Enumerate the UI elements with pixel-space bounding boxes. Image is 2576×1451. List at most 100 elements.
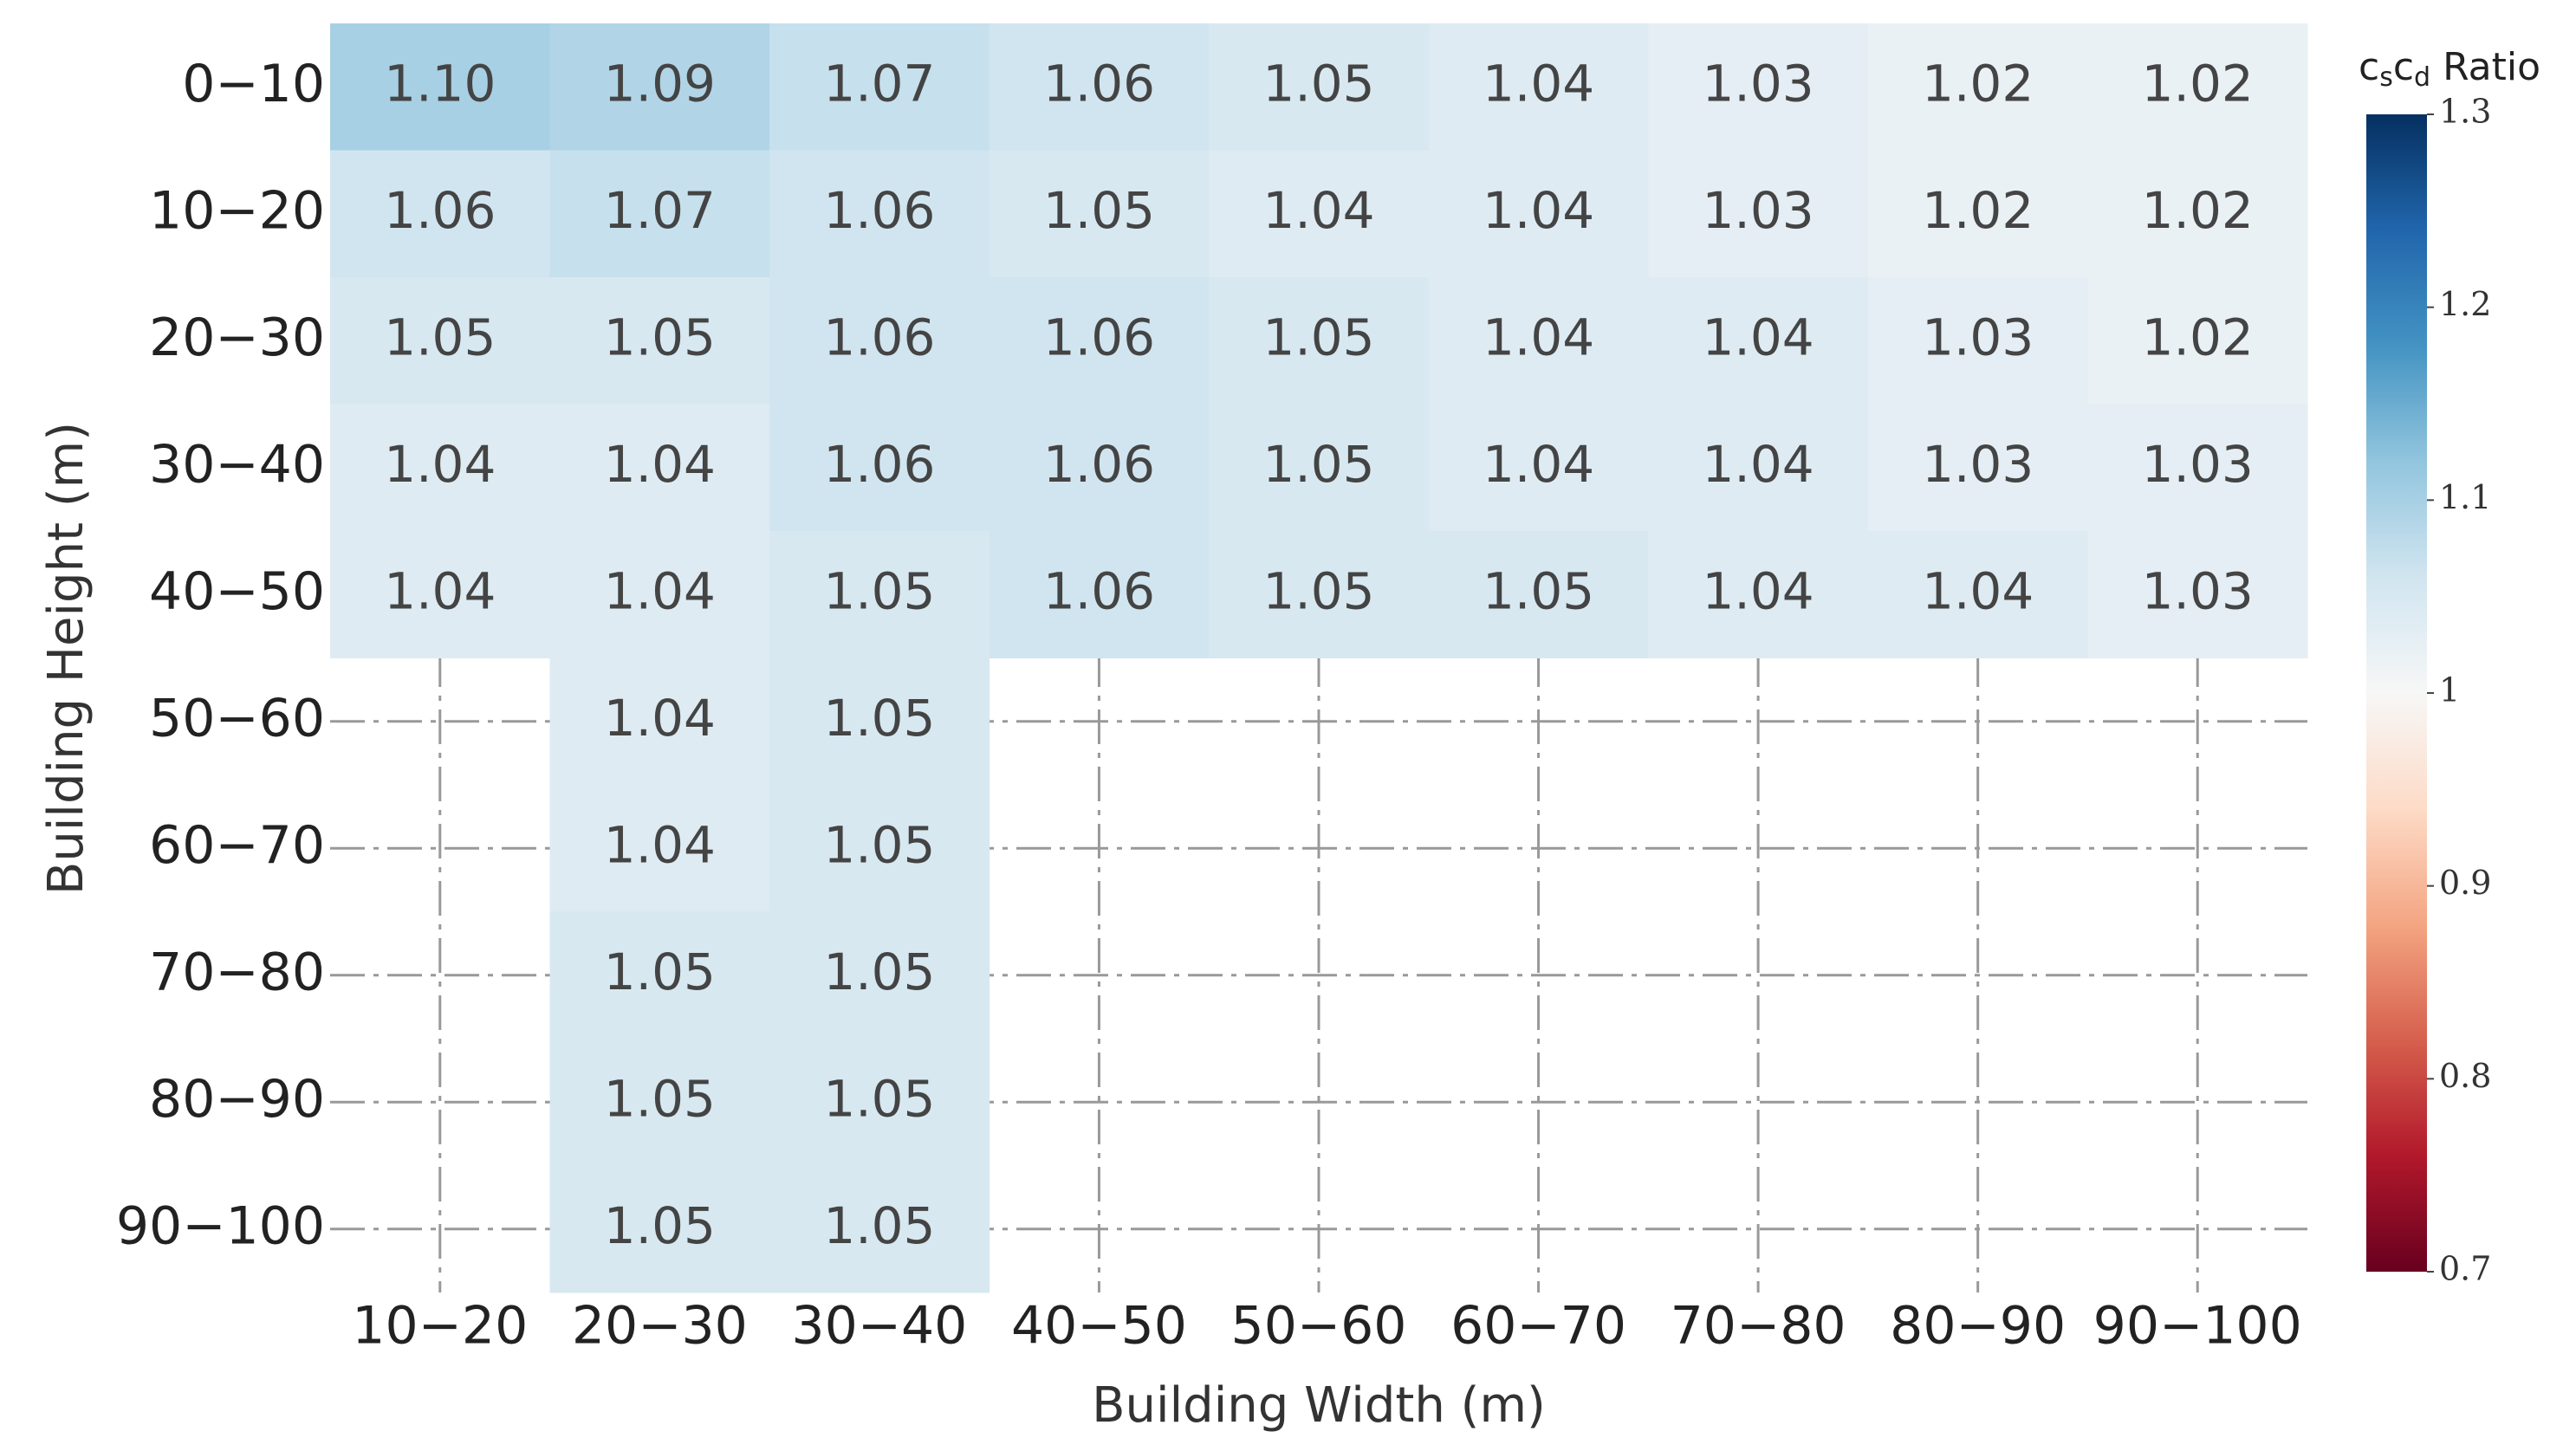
cell-label: 1.05 [1483, 561, 1594, 620]
cells: 1.10 1.09 1.07 1.06 1.05 1.04 1.03 1.02 1.02 1.06… [330, 23, 2308, 1293]
heatmap-cell [1648, 150, 1869, 278]
cell-label: 1.05 [823, 1196, 935, 1255]
heatmap-cell [1867, 404, 2088, 532]
x-tick-label: 80−90 [1890, 1296, 2066, 1357]
heatmap-cell [549, 277, 770, 405]
cell-label: 1.06 [823, 435, 935, 494]
cell-label: 1.05 [384, 308, 496, 366]
cell-label: 1.06 [1043, 308, 1155, 366]
colorbar-tick-label: 0.8 [2439, 1057, 2491, 1095]
heatmap-cell [549, 23, 770, 151]
heatmap-cell [549, 911, 770, 1040]
heatmap-cell [2087, 277, 2308, 405]
heatmap-cell [1648, 23, 1869, 151]
y-tick-label: 0−10 [182, 54, 325, 114]
heatmap-cell [1867, 23, 2088, 151]
cell-label: 1.04 [384, 561, 496, 620]
cell-label: 1.05 [823, 561, 935, 620]
labels: 10−20 20−30 30−40 40−50 50−60 60−70 70−80 80−90… [116, 54, 2302, 1357]
cell-label: 1.07 [604, 181, 716, 240]
heatmap-cell [1209, 23, 1430, 151]
cell-label: 1.05 [604, 943, 716, 1001]
cell-label: 1.05 [604, 1069, 716, 1128]
cell-label: 1.05 [823, 815, 935, 874]
heatmap-cell [1428, 150, 1649, 278]
colorbar-tick-label: 1.3 [2439, 93, 2491, 131]
heatmap-cell [2087, 404, 2308, 532]
heatmap-cell [2087, 531, 2308, 658]
colorbar-tick-label: 1 [2439, 671, 2460, 709]
heatmap-cell [769, 785, 990, 912]
heatmap-cell [1648, 277, 1869, 405]
cell-label: 1.04 [604, 435, 716, 494]
colorbar-title-part: s [2379, 62, 2393, 93]
cell-label: 1.06 [1043, 435, 1155, 494]
cell-label: 1.07 [823, 54, 935, 113]
cell-label: 1.04 [1922, 561, 2034, 620]
cell-label: 1.05 [1262, 435, 1374, 494]
colorbar-tick-label: 1.2 [2439, 285, 2491, 323]
cell-label: 1.05 [823, 1069, 935, 1128]
cell-label: 1.04 [1483, 181, 1594, 240]
heatmap-cell [2087, 23, 2308, 151]
heatmap-cell [1428, 531, 1649, 658]
cell-label: 1.05 [604, 308, 716, 366]
cell-label: 1.05 [1043, 181, 1155, 240]
cell-label: 1.04 [1262, 181, 1374, 240]
cell-label: 1.06 [823, 308, 935, 366]
heatmap-cell [769, 911, 990, 1040]
x-tick-label: 40−50 [1011, 1296, 1187, 1357]
x-tick-label: 30−40 [791, 1296, 967, 1357]
y-tick-label: 80−90 [149, 1069, 325, 1130]
colorbar-title-part: Ratio [2430, 45, 2540, 89]
cell-label: 1.04 [1483, 435, 1594, 494]
heatmap-cell [769, 657, 990, 786]
heatmap-cell [330, 23, 551, 151]
heatmap-cell [330, 150, 551, 278]
heatmap-cell [330, 404, 551, 532]
y-tick-label: 20−30 [149, 308, 325, 368]
heatmap-cell [549, 404, 770, 532]
cell-label: 1.05 [1262, 54, 1374, 113]
cell-label: 1.02 [2142, 308, 2254, 366]
heatmap-cell [989, 531, 1210, 658]
heatmap-cell [330, 277, 551, 405]
heatmap-cell [989, 150, 1210, 278]
heatmap-cell [2087, 150, 2308, 278]
colorbar-title-part: c [2393, 45, 2414, 89]
heatmap-cell [1428, 277, 1649, 405]
cell-label: 1.05 [1262, 308, 1374, 366]
x-tick-label: 20−30 [572, 1296, 748, 1357]
x-tick-label: 10−20 [352, 1296, 528, 1357]
cell-label: 1.05 [1262, 561, 1374, 620]
heatmap-cell [1209, 150, 1430, 278]
heatmap-cell [769, 277, 990, 405]
heatmap-cell [769, 23, 990, 151]
colorbar-tick-label: 1.1 [2439, 478, 2491, 516]
cell-label: 1.10 [384, 54, 496, 113]
cell-label: 1.09 [604, 54, 716, 113]
cell-label: 1.05 [823, 689, 935, 748]
cell-label: 1.03 [2142, 561, 2254, 620]
cell-label: 1.03 [2142, 435, 2254, 494]
heatmap-cell [549, 531, 770, 658]
cell-label: 1.04 [1703, 308, 1814, 366]
cell-label: 1.06 [1043, 54, 1155, 113]
x-tick-label: 90−100 [2093, 1296, 2302, 1357]
heatmap-cell [769, 1039, 990, 1166]
cell-label: 1.03 [1703, 54, 1814, 113]
heatmap-cell [989, 23, 1210, 151]
y-tick-label: 10−20 [149, 180, 325, 241]
cell-label: 1.04 [1483, 54, 1594, 113]
heatmap-cell [1209, 277, 1430, 405]
heatmap-cell [769, 150, 990, 278]
cell-label: 1.04 [604, 689, 716, 748]
cell-label: 1.04 [1703, 561, 1814, 620]
heatmap-cell [1209, 531, 1430, 658]
colorbar-tick-label: 0.7 [2439, 1250, 2491, 1288]
cell-label: 1.03 [1922, 308, 2034, 366]
y-tick-label: 30−40 [149, 434, 325, 495]
heatmap-cell [1867, 150, 2088, 278]
colorbar-title-part: c [2359, 45, 2379, 89]
